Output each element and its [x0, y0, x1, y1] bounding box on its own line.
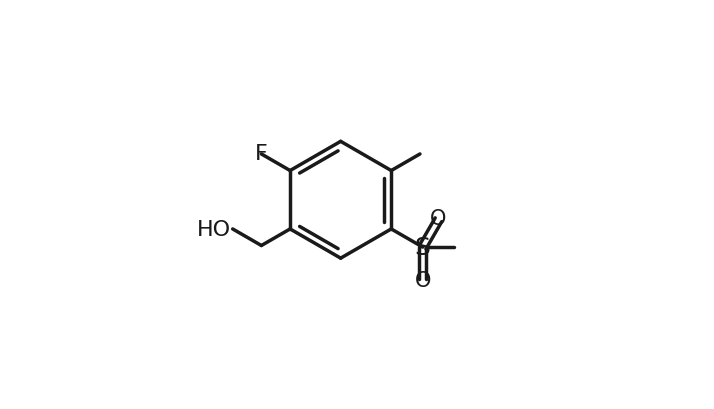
Text: HO: HO — [197, 219, 231, 239]
Text: O: O — [431, 209, 447, 229]
Text: F: F — [255, 143, 268, 163]
Text: S: S — [415, 236, 431, 259]
Text: O: O — [415, 270, 431, 290]
